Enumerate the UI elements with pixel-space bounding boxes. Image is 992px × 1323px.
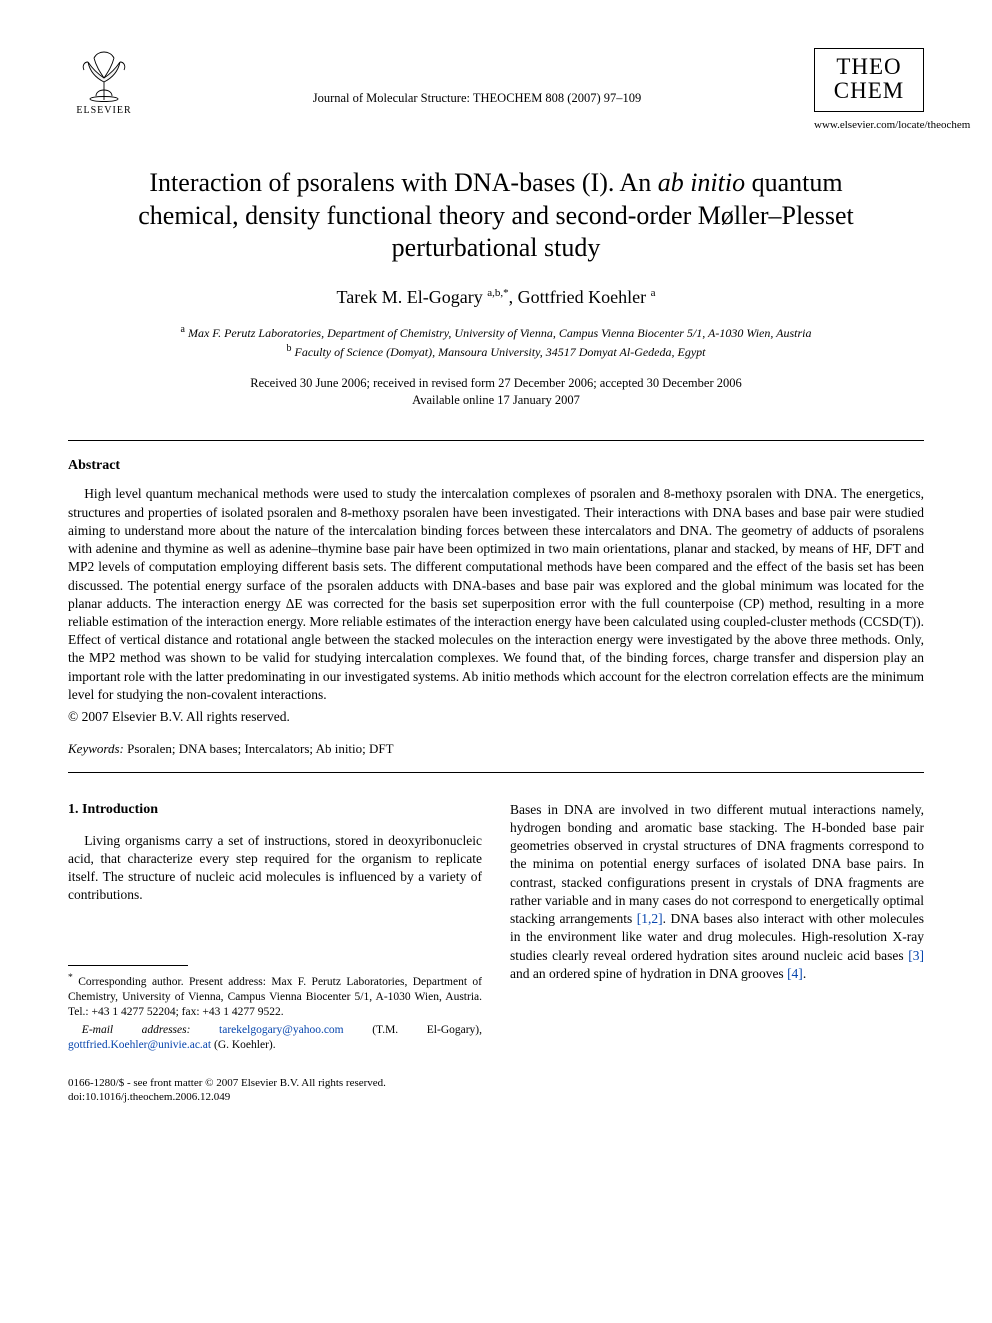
author-1-name: Tarek M. El-Gogary (337, 287, 488, 307)
keywords: Keywords: Psoralen; DNA bases; Intercala… (68, 740, 924, 758)
introduction-heading: 1. Introduction (68, 801, 482, 820)
column-right: Bases in DNA are involved in two differe… (510, 801, 924, 1105)
divider (68, 772, 924, 773)
author-2-affil: a (651, 287, 656, 299)
affiliation-a: a Max F. Perutz Laboratories, Department… (68, 323, 924, 342)
publisher-name: ELSEVIER (76, 104, 131, 118)
body-columns: 1. Introduction Living organisms carry a… (68, 801, 924, 1105)
email-2[interactable]: gottfried.Koehler@univie.ac.at (68, 1039, 211, 1051)
keywords-text: Psoralen; DNA bases; Intercalators; Ab i… (127, 741, 393, 756)
affiliation-b: b Faculty of Science (Domyat), Mansoura … (68, 342, 924, 361)
journal-reference: Journal of Molecular Structure: THEOCHEM… (140, 48, 814, 107)
abstract-copyright: © 2007 Elsevier B.V. All rights reserved… (68, 708, 924, 726)
author-1-affil: a,b,* (487, 287, 508, 299)
journal-url: www.elsevier.com/locate/theochem (814, 118, 924, 133)
col2-pre: Bases in DNA are involved in two differe… (510, 802, 924, 926)
email-label: E-mail addresses: (82, 1024, 219, 1036)
column-left: 1. Introduction Living organisms carry a… (68, 801, 482, 1105)
abstract-heading: Abstract (68, 457, 924, 476)
author-2-name: Gottfried Koehler (518, 287, 651, 307)
journal-badge: THEO CHEM www.elsevier.com/locate/theoch… (814, 48, 924, 133)
affiliations: a Max F. Perutz Laboratories, Department… (68, 323, 924, 361)
divider (68, 440, 924, 441)
introduction-paragraph-2: Bases in DNA are involved in two differe… (510, 801, 924, 983)
ref-link-4[interactable]: [4] (787, 966, 803, 981)
footnote-text: Corresponding author. Present address: M… (68, 975, 482, 1018)
title-italic: ab initio (658, 168, 745, 197)
author-sep: , (509, 287, 518, 307)
date-received: Received 30 June 2006; received in revis… (68, 375, 924, 393)
article-dates: Received 30 June 2006; received in revis… (68, 375, 924, 410)
email-footnote: E-mail addresses: tarekelgogary@yahoo.co… (68, 1023, 482, 1054)
title-pre: Interaction of psoralens with DNA-bases … (149, 168, 657, 197)
ref-link-3[interactable]: [3] (908, 948, 924, 963)
doi-block: 0166-1280/$ - see front matter © 2007 El… (68, 1076, 482, 1105)
affil-a-text: Max F. Perutz Laboratories, Department o… (185, 326, 812, 340)
journal-badge-box: THEO CHEM (814, 48, 924, 112)
publisher-logo: ELSEVIER (68, 48, 140, 128)
email-2-who: (G. Koehler). (211, 1039, 276, 1051)
article-title: Interaction of psoralens with DNA-bases … (108, 167, 884, 265)
email-1[interactable]: tarekelgogary@yahoo.com (219, 1024, 344, 1036)
introduction-paragraph-1: Living organisms carry a set of instruct… (68, 832, 482, 905)
badge-line-1: THEO (823, 55, 915, 79)
corresponding-footnote: * Corresponding author. Present address:… (68, 972, 482, 1021)
front-matter-line: 0166-1280/$ - see front matter © 2007 El… (68, 1076, 482, 1090)
authors: Tarek M. El-Gogary a,b,*, Gottfried Koeh… (68, 285, 924, 309)
date-online: Available online 17 January 2007 (68, 392, 924, 410)
abstract-body: High level quantum mechanical methods we… (68, 485, 924, 704)
email-1-who: (T.M. El-Gogary), (344, 1024, 482, 1036)
badge-line-2: CHEM (823, 79, 915, 103)
keywords-label: Keywords: (68, 741, 127, 756)
col2-mid2: and an ordered spine of hydration in DNA… (510, 966, 787, 981)
footnote-divider (68, 965, 188, 966)
doi-line: doi:10.1016/j.theochem.2006.12.049 (68, 1090, 482, 1104)
affil-b-text: Faculty of Science (Domyat), Mansoura Un… (291, 345, 705, 359)
ref-link-1-2[interactable]: [1,2] (637, 911, 663, 926)
col2-post: . (803, 966, 806, 981)
elsevier-tree-icon (74, 48, 134, 102)
page-header: ELSEVIER Journal of Molecular Structure:… (68, 48, 924, 133)
